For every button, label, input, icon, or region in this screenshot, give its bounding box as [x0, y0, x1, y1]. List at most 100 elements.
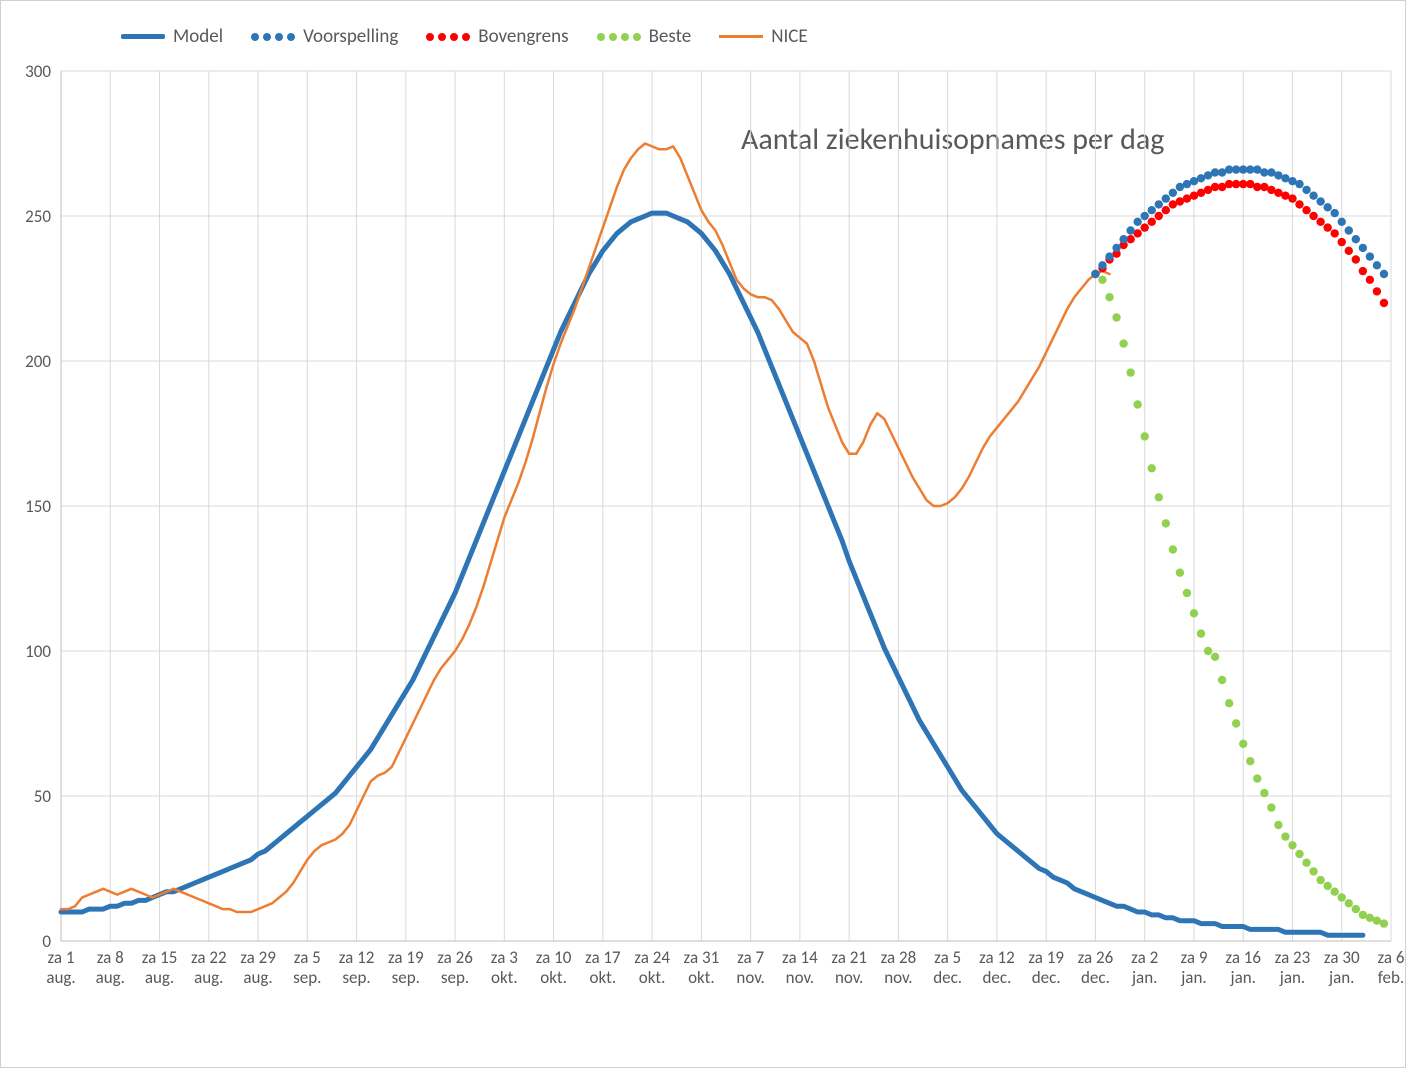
x-tick-label-top: za 22 [191, 947, 227, 968]
x-tick-label-top: za 28 [881, 947, 917, 968]
series-bovengrens-dot [1316, 218, 1324, 226]
series-voorspelling-dot [1331, 209, 1339, 217]
series-voorspelling-dot [1162, 194, 1170, 202]
x-tick-label-top: za 15 [142, 947, 178, 968]
series-beste-dot [1352, 905, 1360, 913]
x-tick-label-bottom: sep. [293, 967, 321, 988]
series-beste-dot [1197, 629, 1205, 637]
series-beste-dot [1204, 647, 1212, 655]
x-tick-label-top: za 26 [437, 947, 473, 968]
x-tick-label-bottom: nov. [884, 967, 912, 988]
series-bovengrens-dot [1148, 218, 1156, 226]
series-nice [61, 144, 1110, 913]
series-voorspelling-dot [1126, 226, 1134, 234]
x-tick-label-bottom: nov. [786, 967, 814, 988]
series-voorspelling-dot [1323, 203, 1331, 211]
series-bovengrens-dot [1295, 200, 1303, 208]
series-beste-dot [1331, 888, 1339, 896]
series-bovengrens-dot [1309, 212, 1317, 220]
series-beste-dot [1176, 569, 1184, 577]
series-beste-dot [1281, 832, 1289, 840]
series-voorspelling-dot [1359, 244, 1367, 252]
x-tick-label-bottom: sep. [342, 967, 370, 988]
series-beste-dot [1288, 841, 1296, 849]
series-beste-dot [1225, 699, 1233, 707]
x-tick-label-top: za 31 [684, 947, 720, 968]
series-beste-dot [1302, 859, 1310, 867]
y-tick-label: 200 [25, 351, 51, 372]
series-beste-dot [1246, 757, 1254, 765]
x-tick-label-top: za 12 [339, 947, 375, 968]
x-tick-label-bottom: sep. [392, 967, 420, 988]
series-beste-dot [1239, 740, 1247, 748]
series-beste-dot [1211, 653, 1219, 661]
series-beste-dot [1323, 882, 1331, 890]
series-bovengrens-dot [1331, 229, 1339, 237]
series-voorspelling-dot [1373, 261, 1381, 269]
x-tick-label-bottom: okt. [540, 967, 567, 988]
series-beste-dot [1218, 676, 1226, 684]
series-bovengrens-dot [1359, 267, 1367, 275]
x-tick-label-top: za 26 [1078, 947, 1114, 968]
series-beste-dot [1148, 464, 1156, 472]
x-tick-label-top: za 5 [294, 947, 321, 968]
x-tick-label-bottom: aug. [96, 967, 125, 988]
x-tick-label-bottom: dec. [982, 967, 1011, 988]
x-tick-label-top: za 8 [97, 947, 124, 968]
series-voorspelling-dot [1155, 200, 1163, 208]
series-voorspelling-dot [1133, 218, 1141, 226]
series-beste-dot [1162, 519, 1170, 527]
series-bovengrens-dot [1141, 223, 1149, 231]
x-tick-label-top: za 10 [536, 947, 572, 968]
x-tick-label-top: za 7 [737, 947, 764, 968]
x-tick-label-top: za 19 [388, 947, 424, 968]
series-voorspelling-dot [1366, 252, 1374, 260]
series-beste-dot [1098, 276, 1106, 284]
series-voorspelling-dot [1091, 270, 1099, 278]
series-bovengrens-dot [1380, 299, 1388, 307]
series-beste-dot [1232, 719, 1240, 727]
x-tick-label-top: za 14 [782, 947, 818, 968]
y-tick-label: 150 [25, 496, 51, 517]
series-voorspelling-dot [1345, 226, 1353, 234]
series-beste-dot [1274, 821, 1282, 829]
y-tick-label: 300 [25, 61, 51, 82]
series-voorspelling-dot [1119, 235, 1127, 243]
series-bovengrens-dot [1302, 206, 1310, 214]
x-tick-label-bottom: jan. [1328, 967, 1354, 988]
series-beste-dot [1190, 609, 1198, 617]
series-voorspelling-dot [1302, 186, 1310, 194]
x-tick-label-top: za 30 [1324, 947, 1360, 968]
x-tick-label-top: za 19 [1028, 947, 1064, 968]
plot-area: 050100150200250300za 1aug.za 8aug.za 15a… [1, 1, 1406, 1069]
x-tick-label-bottom: aug. [194, 967, 223, 988]
series-beste-dot [1295, 850, 1303, 858]
series-voorspelling-dot [1141, 212, 1149, 220]
series-beste-dot [1309, 867, 1317, 875]
series-bovengrens-dot [1288, 194, 1296, 202]
x-tick-label-bottom: dec. [1032, 967, 1061, 988]
y-tick-label: 250 [25, 206, 51, 227]
series-beste-dot [1141, 432, 1149, 440]
x-tick-label-bottom: okt. [688, 967, 715, 988]
x-tick-label-top: za 21 [831, 947, 867, 968]
x-tick-label-bottom: feb. [1378, 967, 1404, 988]
x-tick-label-top: za 29 [240, 947, 276, 968]
x-tick-label-bottom: jan. [1279, 967, 1305, 988]
x-tick-label-top: za 3 [491, 947, 518, 968]
x-tick-label-bottom: aug. [46, 967, 75, 988]
series-beste-dot [1126, 368, 1134, 376]
series-beste-dot [1316, 876, 1324, 884]
series-beste-dot [1183, 589, 1191, 597]
series-bovengrens-dot [1352, 255, 1360, 263]
series-voorspelling-dot [1316, 197, 1324, 205]
x-tick-label-top: za 16 [1225, 947, 1261, 968]
x-tick-label-top: za 2 [1131, 947, 1158, 968]
series-beste-dot [1345, 899, 1353, 907]
x-tick-label-bottom: jan. [1230, 967, 1256, 988]
series-beste-dot [1169, 545, 1177, 553]
series-voorspelling-dot [1148, 206, 1156, 214]
x-tick-label-bottom: nov. [835, 967, 863, 988]
y-tick-label: 100 [25, 641, 51, 662]
x-tick-label-bottom: aug. [243, 967, 272, 988]
